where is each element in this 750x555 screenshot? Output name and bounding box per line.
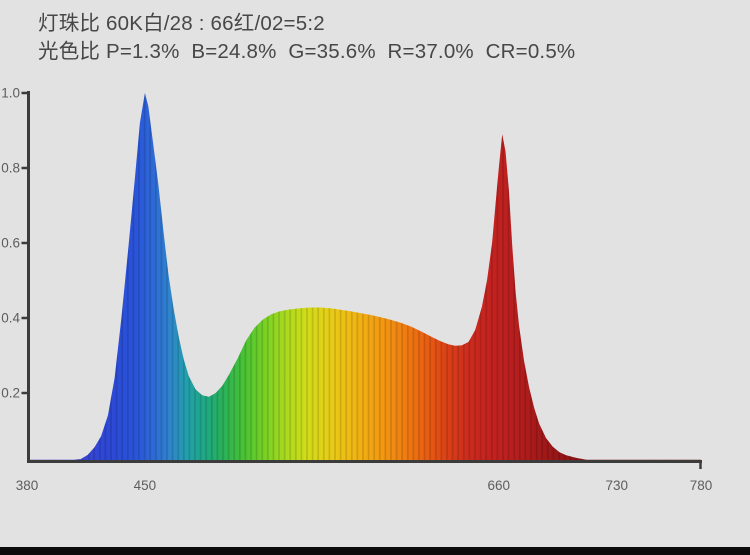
y-tick-label: 0.6: [1, 236, 20, 251]
x-tick-label: 450: [134, 478, 157, 493]
title-lamp-bead-ratio: 灯珠比 60K白/28 : 66红/02=5:2: [38, 12, 325, 35]
y-tick-label: 1.0: [1, 86, 20, 101]
spectrum-area: [27, 93, 701, 462]
bottom-black-bar: [0, 547, 750, 555]
y-tick-label: 0.4: [1, 311, 20, 326]
y-tick-label: 0.8: [1, 161, 20, 176]
title-light-color-ratio: 光色比 P=1.3% B=24.8% G=35.6% R=37.0% CR=0.…: [38, 40, 576, 63]
x-tick-label: 730: [606, 478, 629, 493]
x-tick-label: 780: [690, 478, 713, 493]
x-tick-label: 380: [16, 478, 39, 493]
x-tick-label: 660: [488, 478, 511, 493]
y-tick-label: 0.2: [1, 386, 20, 401]
